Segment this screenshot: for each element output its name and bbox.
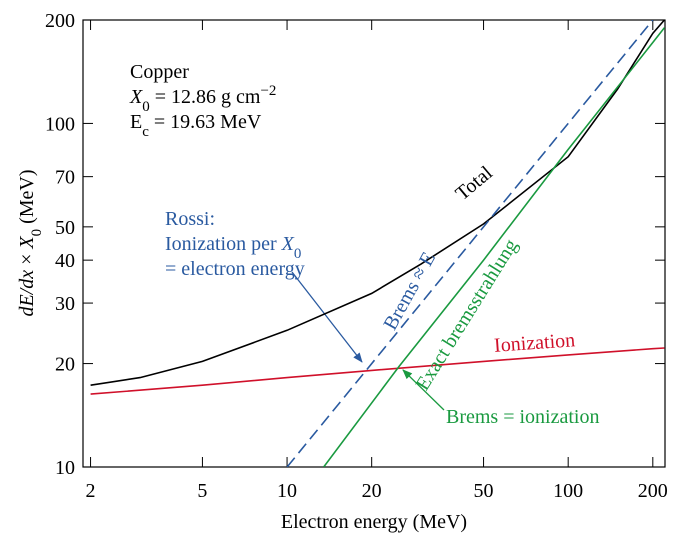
y-tick-label: 30 <box>55 293 75 315</box>
text-part: dE/dx <box>16 270 38 317</box>
series-line <box>90 20 665 386</box>
y-tick-label: 40 <box>55 250 75 272</box>
y-tick-label: 50 <box>55 217 75 239</box>
annotation: Rossi: <box>165 208 215 230</box>
series-label: Total <box>451 162 497 205</box>
text-part: X <box>16 236 38 250</box>
annotation: Copper <box>130 61 189 83</box>
text-part: (MeV) <box>16 169 38 228</box>
text-part: Ionization per <box>165 233 282 255</box>
annotation: X0 = 12.86 g cm−2 <box>129 83 276 115</box>
x-tick-label: 100 <box>553 480 583 502</box>
y-tick-label: 10 <box>55 457 75 479</box>
y-tick-label: 200 <box>45 10 75 32</box>
x-tick-label: 200 <box>638 480 668 502</box>
text-part: × <box>16 249 38 270</box>
plot-frame <box>82 19 666 468</box>
text-part: −2 <box>260 83 276 99</box>
text-part: c <box>142 124 149 140</box>
rossi-arrow <box>291 271 363 363</box>
crossing-arrow <box>402 369 445 411</box>
text-part: E <box>130 111 142 133</box>
y-axis-label: dE/dx × X0 (MeV) <box>16 169 45 316</box>
annotation: Brems = ionization <box>446 406 599 428</box>
x-tick-label: 2 <box>86 480 96 502</box>
y-tick-label: 70 <box>55 167 75 189</box>
text-part: Copper <box>130 61 189 83</box>
annotation: Ionization per X0 <box>165 233 301 262</box>
text-part: X <box>281 233 295 255</box>
series-line <box>286 20 654 467</box>
series-label: Ionization <box>493 329 575 357</box>
text-part: 0 <box>142 99 150 115</box>
annotation: Ec = 19.63 MeV <box>130 111 262 140</box>
x-tick-label: 10 <box>277 480 297 502</box>
annotation: = electron energy <box>165 258 305 280</box>
text-part: 0 <box>294 246 302 262</box>
text-part: = 19.63 MeV <box>149 111 262 133</box>
series-line <box>90 347 665 395</box>
x-axis-label: Electron energy (MeV) <box>281 511 467 533</box>
x-tick-label: 20 <box>362 480 382 502</box>
x-tick-label: 50 <box>474 480 494 502</box>
series-group <box>90 20 665 467</box>
text-part: 0 <box>29 229 45 237</box>
text-part: X <box>129 86 143 108</box>
y-tick-label: 100 <box>45 113 75 135</box>
y-tick-label: 20 <box>55 354 75 376</box>
text-part: Brems = ionization <box>446 406 599 428</box>
x-tick-label: 5 <box>197 480 207 502</box>
text-part: Rossi: <box>165 208 215 230</box>
text-part: = 12.86 g cm <box>150 86 261 108</box>
text-part: = electron energy <box>165 258 305 280</box>
series-line <box>323 27 665 467</box>
